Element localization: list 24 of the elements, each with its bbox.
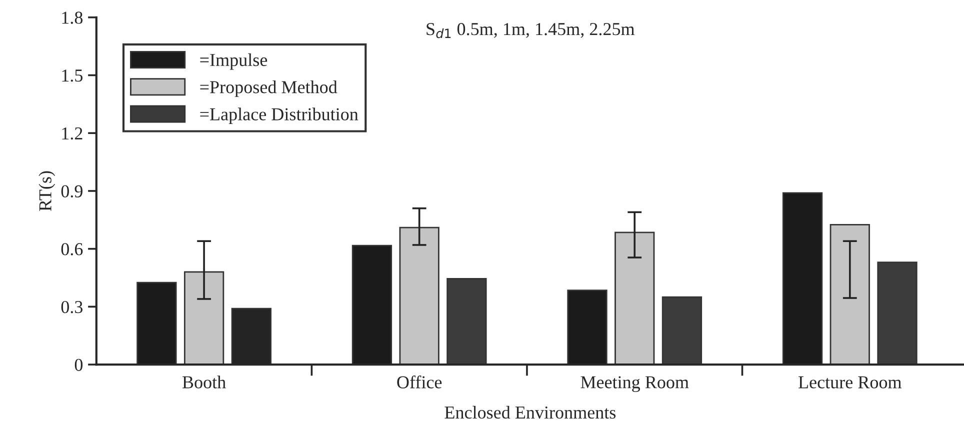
y-tick-label: 1.2 (62, 127, 82, 140)
y-tick-label: 0.9 (61, 185, 82, 198)
bar (877, 262, 918, 365)
y-axis-title: RT(s) (38, 171, 56, 211)
y-tick-label: 0 (74, 358, 83, 371)
y-tick-label: 1.8 (62, 12, 83, 24)
bar (614, 232, 655, 365)
y-tick-label: 0.3 (61, 300, 82, 314)
bar (446, 278, 487, 365)
bar (399, 226, 440, 365)
x-tick-label: Booth (182, 376, 226, 388)
x-axis-title: Enclosed Environments (444, 406, 616, 419)
x-tick-label: Lecture Room (798, 376, 902, 388)
bar (830, 224, 870, 365)
bar (184, 271, 224, 365)
y-tick-label: 1.5 (62, 70, 82, 82)
y-tick-label: 0.6 (61, 243, 83, 256)
bar (662, 296, 702, 365)
legend-label: =Proposed Method (200, 80, 338, 97)
x-tick-label: Meeting Room (580, 376, 689, 392)
chart-title: S$_{d1}$ 0.5m, 1m, 1.45m, 2.25m (426, 23, 635, 38)
legend-label: =Impulse (200, 53, 268, 70)
legend-label: =Laplace Distribution (200, 108, 358, 124)
x-tick-label: Office (397, 375, 442, 388)
